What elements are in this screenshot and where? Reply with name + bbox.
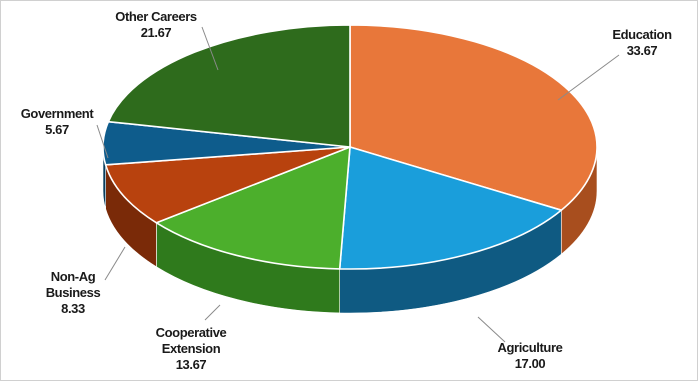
slice-name-cooperative-extension: Cooperative [156, 325, 227, 340]
leader-line-non-ag-business [104, 246, 126, 281]
slice-value-non-ag-business: 8.33 [61, 301, 85, 316]
pie-slice-agriculture [338, 146, 563, 270]
slice-name-non-ag-business: Non-Ag [51, 269, 96, 284]
pie-slice-cooperative-extension [155, 146, 351, 270]
leader-line-cooperative-extension [204, 304, 221, 321]
leader-line-education [557, 54, 620, 101]
slice-value-other-careers: 21.67 [141, 25, 172, 40]
slice-value-agriculture: 17.00 [515, 356, 546, 371]
pie-tops [102, 24, 598, 270]
slice-name-non-ag-business: Business [46, 285, 101, 300]
slice-name-education: Education [612, 27, 672, 42]
slice-name-other-careers: Other Careers [115, 9, 197, 24]
leader-lines [96, 26, 620, 343]
slice-name-cooperative-extension: Extension [162, 341, 221, 356]
slice-value-government: 5.67 [45, 122, 69, 137]
pie-slice-other-careers [107, 24, 351, 148]
slice-value-cooperative-extension: 13.67 [176, 357, 207, 372]
slice-name-agriculture: Agriculture [498, 340, 563, 355]
slice-name-government: Government [21, 106, 95, 121]
pie-slice-non-ag-business [104, 146, 351, 224]
slice-value-education: 33.67 [627, 43, 658, 58]
leader-line-government [96, 124, 109, 159]
leader-line-agriculture [477, 316, 506, 343]
leader-line-other-careers [201, 26, 219, 71]
pie-slice-education [349, 24, 598, 211]
